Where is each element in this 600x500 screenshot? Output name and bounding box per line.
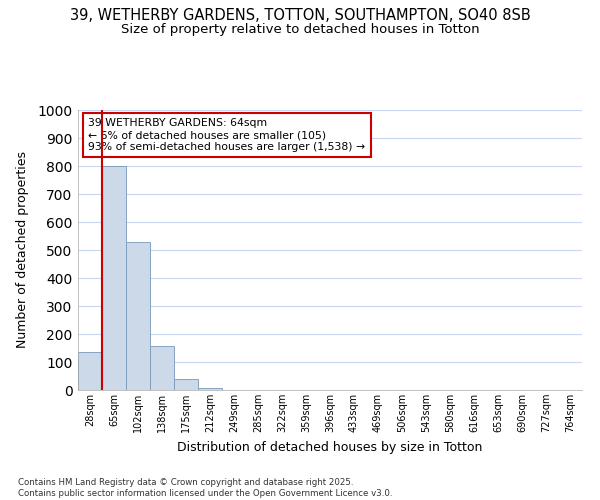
Bar	[78, 352, 102, 390]
Text: 39 WETHERBY GARDENS: 64sqm
← 6% of detached houses are smaller (105)
93% of semi: 39 WETHERBY GARDENS: 64sqm ← 6% of detac…	[88, 118, 365, 152]
Bar	[102, 166, 126, 390]
Text: 39, WETHERBY GARDENS, TOTTON, SOUTHAMPTON, SO40 8SB: 39, WETHERBY GARDENS, TOTTON, SOUTHAMPTO…	[70, 8, 530, 22]
Bar	[174, 380, 198, 390]
Text: Size of property relative to detached houses in Totton: Size of property relative to detached ho…	[121, 22, 479, 36]
Bar	[198, 388, 222, 390]
X-axis label: Distribution of detached houses by size in Totton: Distribution of detached houses by size …	[178, 440, 482, 454]
Y-axis label: Number of detached properties: Number of detached properties	[16, 152, 29, 348]
Text: Contains HM Land Registry data © Crown copyright and database right 2025.
Contai: Contains HM Land Registry data © Crown c…	[18, 478, 392, 498]
Bar	[150, 346, 174, 390]
Bar	[126, 242, 150, 390]
